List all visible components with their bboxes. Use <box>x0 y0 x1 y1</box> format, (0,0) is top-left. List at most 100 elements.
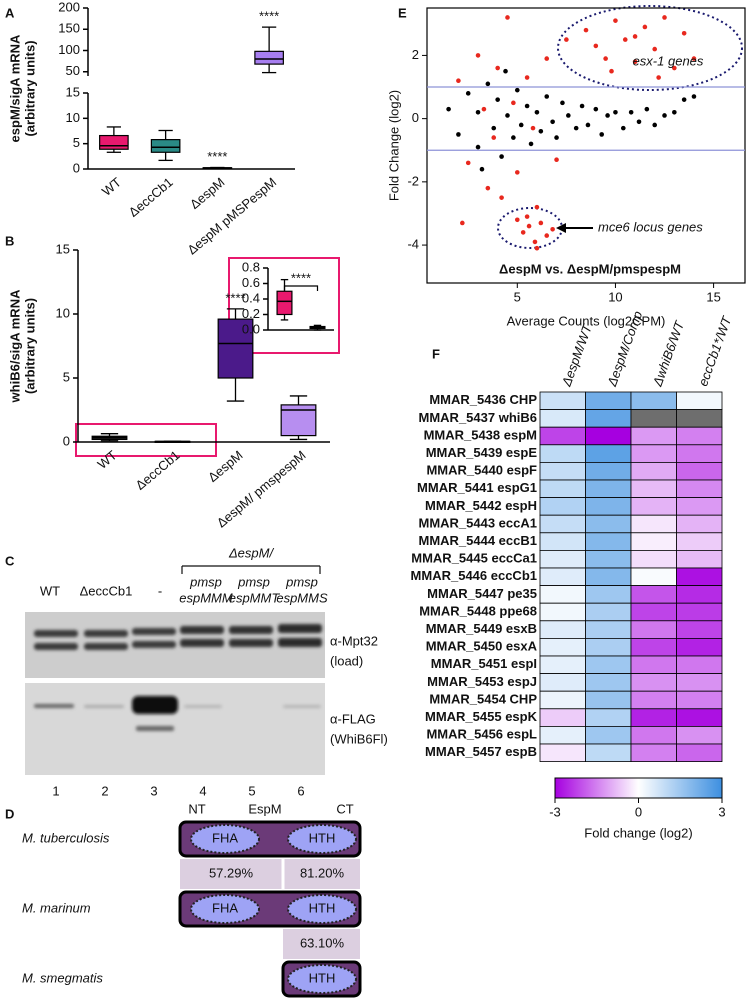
heat-cell <box>630 532 677 551</box>
point <box>632 59 638 65</box>
domain-label: FHA <box>212 830 238 845</box>
heat-cell <box>676 585 723 604</box>
point <box>644 106 650 112</box>
band <box>84 643 128 650</box>
colorbar-tick-label: -3 <box>549 804 561 819</box>
group-label: ΔespM/ <box>228 545 275 560</box>
y-axis-label: (arbitrary units) <box>22 40 37 136</box>
heat-cell <box>676 461 723 481</box>
band <box>132 696 178 714</box>
point <box>495 65 500 71</box>
y-tick-label: 5 <box>73 135 80 150</box>
point <box>593 106 599 112</box>
panel-label: E <box>398 5 407 20</box>
domain-label: HTH <box>309 970 336 985</box>
point <box>585 122 591 128</box>
point <box>511 135 516 140</box>
heat-cell <box>539 567 586 587</box>
y-tick-label: 5 <box>63 369 70 384</box>
header-label: NT <box>188 801 205 816</box>
point <box>593 43 599 49</box>
point <box>652 46 658 52</box>
band <box>34 630 78 637</box>
highlight <box>75 423 217 457</box>
heat-cell <box>676 426 723 446</box>
point <box>511 100 516 106</box>
heat-cell <box>585 567 632 587</box>
heat-cell <box>539 585 586 604</box>
point <box>622 37 628 42</box>
heat-cell <box>676 550 723 569</box>
heat-cell <box>585 550 632 569</box>
row-label: MMAR_5450 esxA <box>426 639 538 654</box>
y-axis-label: whiB6/sigA mRNA <box>7 289 22 404</box>
lane-label: WT <box>40 583 60 598</box>
band <box>278 638 322 647</box>
x-tick-label: 5 <box>514 289 521 304</box>
point <box>613 110 618 115</box>
point <box>662 113 667 118</box>
point <box>554 157 559 163</box>
point <box>475 110 481 115</box>
heat-cell <box>585 497 632 516</box>
box <box>217 318 254 379</box>
box <box>254 50 284 65</box>
point <box>475 144 481 150</box>
lane-label: espMMM <box>179 590 233 605</box>
y-tick-label: 50 <box>66 63 80 78</box>
y-tick-label: 200 <box>58 0 80 14</box>
significance: **** <box>207 149 227 164</box>
point <box>681 97 687 102</box>
heat-cell <box>585 743 632 763</box>
point <box>520 230 526 235</box>
band <box>132 628 176 635</box>
heat-cell <box>539 743 586 763</box>
point <box>505 15 510 20</box>
domain <box>190 824 260 854</box>
colorbar-label: Fold change (log2) <box>584 825 692 840</box>
domain-shapes <box>190 824 357 994</box>
heat-cell <box>539 690 586 710</box>
identity: 81.20% <box>300 865 345 880</box>
x-tick-label: ΔeccCb1 <box>133 447 183 492</box>
heat-cell <box>676 567 723 587</box>
heat-cell <box>630 638 677 657</box>
heat-cell <box>676 620 723 639</box>
heat-cell <box>539 655 586 675</box>
row-label: MMAR_5449 esxB <box>426 621 537 636</box>
heat-cell <box>630 567 677 587</box>
antibody-label: (load) <box>330 653 363 668</box>
point <box>514 170 520 175</box>
point <box>583 27 589 33</box>
annotation: ΔespM vs. ΔespM/pmspespM <box>499 261 681 276</box>
x-tick-label: ΔespM <box>187 174 228 212</box>
point <box>485 185 491 191</box>
antibody-label: (WhiB6Fl) <box>330 731 388 746</box>
heat-cell <box>676 655 723 675</box>
y-tick-label: 0.4 <box>242 290 260 305</box>
x-tick-label: WT <box>95 447 120 472</box>
heat-cell <box>630 391 677 411</box>
point <box>491 135 497 140</box>
point <box>620 125 626 131</box>
annotation: mce6 locus genes <box>598 219 703 234</box>
heat-cell <box>676 514 723 534</box>
lane-number: 3 <box>150 783 157 798</box>
heat-cell <box>585 391 632 411</box>
domain-label: FHA <box>212 900 238 915</box>
heat-cell <box>539 673 586 692</box>
heat-cell <box>585 426 632 446</box>
panel-label: B <box>5 233 14 248</box>
organism: M. smegmatis <box>22 970 103 985</box>
point <box>636 119 642 125</box>
y-tick-label: 15 <box>56 241 70 256</box>
domain <box>190 894 260 924</box>
point <box>524 103 530 109</box>
lane-label: - <box>158 583 162 598</box>
lane-number: 4 <box>199 783 206 798</box>
point <box>662 15 667 20</box>
point <box>628 110 634 115</box>
row-label: MMAR_5440 espF <box>426 463 537 478</box>
heat-cell <box>585 585 632 604</box>
antibody-label: α-FLAG <box>330 711 376 726</box>
